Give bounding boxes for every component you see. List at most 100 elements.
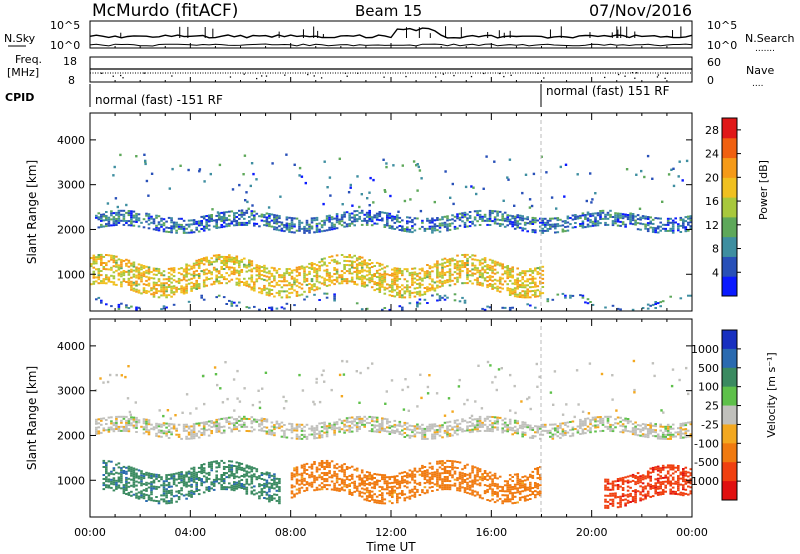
power-echo-cell [541,217,545,220]
velocity-echo-cell [649,424,652,427]
velocity-echo-cell [228,486,231,489]
power-echo-cell [102,268,106,270]
power-echo-cell [120,219,123,222]
power-echo-cell [508,308,512,311]
velocity-echo-cell [278,425,281,428]
power-echo-cell [349,183,352,187]
velocity-echo-cell [278,480,281,483]
velocity-echo-cell [596,416,600,419]
power-echo-cell [396,277,399,280]
power-echo-cell [534,293,537,296]
velocity-echo-cell [152,428,156,431]
power-echo-cell [303,280,306,283]
velocity-echo-cell [375,495,379,498]
power-echo-cell [448,222,452,225]
power-echo-cell [190,289,193,292]
power-echo-cell [253,305,256,308]
power-y-tick-label: 4000 [57,134,85,147]
power-echo-cell [569,217,572,219]
power-echo-cell [679,231,683,233]
power-echo-cell [534,283,537,286]
velocity-echo-cell [315,476,319,479]
power-echo-cell [258,287,261,290]
power-echo-cell [197,224,201,227]
velocity-echo-cell [140,472,143,475]
power-echo-cell [172,293,176,296]
velocity-echo-cell [137,419,141,422]
velocity-echo-cell [185,429,188,432]
power-echo-cell [205,278,208,281]
velocity-echo-cell [323,465,326,468]
power-echo-cell [526,294,529,297]
power-echo-cell [325,274,329,277]
power-echo-cell [611,216,615,218]
velocity-echo-cell [656,433,660,436]
power-echo-cell [446,271,449,274]
velocity-echo-cell [107,416,111,419]
power-echo-cell [182,229,186,232]
velocity-echo-cell [401,425,404,428]
power-echo-cell [162,228,166,231]
velocity-echo-cell [476,420,479,423]
velocity-echo-cell [569,435,572,438]
velocity-echo-cell [177,490,181,492]
velocity-echo-cell [150,427,153,430]
velocity-echo-cell [217,478,221,481]
power-echo-cell [539,290,542,293]
power-echo-cell [170,295,173,298]
power-echo-cell [177,277,181,280]
velocity-echo-cell [145,420,148,423]
velocity-echo-cell [162,490,166,493]
power-echo-cell [290,219,294,222]
velocity-echo-cell [142,495,146,498]
power-echo-cell [396,220,399,223]
velocity-echo-cell [300,466,304,469]
power-echo-cell [295,280,299,283]
power-echo-cell [534,231,537,234]
power-echo-cell [506,277,509,280]
power-echo-cell [418,292,422,295]
power-echo-cell [187,223,191,226]
power-echo-cell [122,278,126,281]
power-echo-cell [523,217,527,220]
power-echo-cell [446,215,449,218]
power-echo-cell [441,266,444,269]
velocity-echo-cell [682,436,685,439]
velocity-echo-cell [566,421,570,424]
velocity-echo-cell [212,421,216,424]
power-echo-cell [280,290,284,293]
power-echo-cell [458,274,462,277]
velocity-echo-cell [147,496,151,499]
power-echo-cell [107,260,111,263]
power-echo-cell [413,223,417,226]
velocity-echo-cell [215,478,218,481]
power-echo-cell [476,267,479,270]
power-echo-cell [463,223,467,226]
velocity-echo-cell [325,488,329,491]
power-echo-cell [147,215,151,218]
power-echo-cell [105,254,108,256]
power-echo-cell [448,278,452,281]
velocity-echo-cell [358,482,361,485]
velocity-echo-cell [250,420,254,423]
velocity-echo-cell [343,481,346,484]
velocity-echo-cell [157,480,161,483]
velocity-echo-cell [122,486,126,489]
power-echo-cell [235,222,239,225]
velocity-echo-cell [245,425,249,428]
power-echo-cell [328,278,331,281]
velocity-echo-cell [679,432,683,435]
power-echo-cell [408,294,412,297]
velocity-echo-cell [250,478,254,481]
velocity-echo-cell [323,484,326,487]
power-echo-cell [255,212,259,215]
power-echo-cell [92,280,96,283]
power-echo-cell [313,231,316,234]
power-echo-cell [531,286,535,288]
power-echo-cell [493,278,497,281]
power-echo-cell [110,258,113,261]
velocity-echo-cell [220,476,223,478]
velocity-echo-cell [220,432,223,435]
velocity-echo-cell [295,478,299,481]
power-echo-cell [110,280,113,283]
